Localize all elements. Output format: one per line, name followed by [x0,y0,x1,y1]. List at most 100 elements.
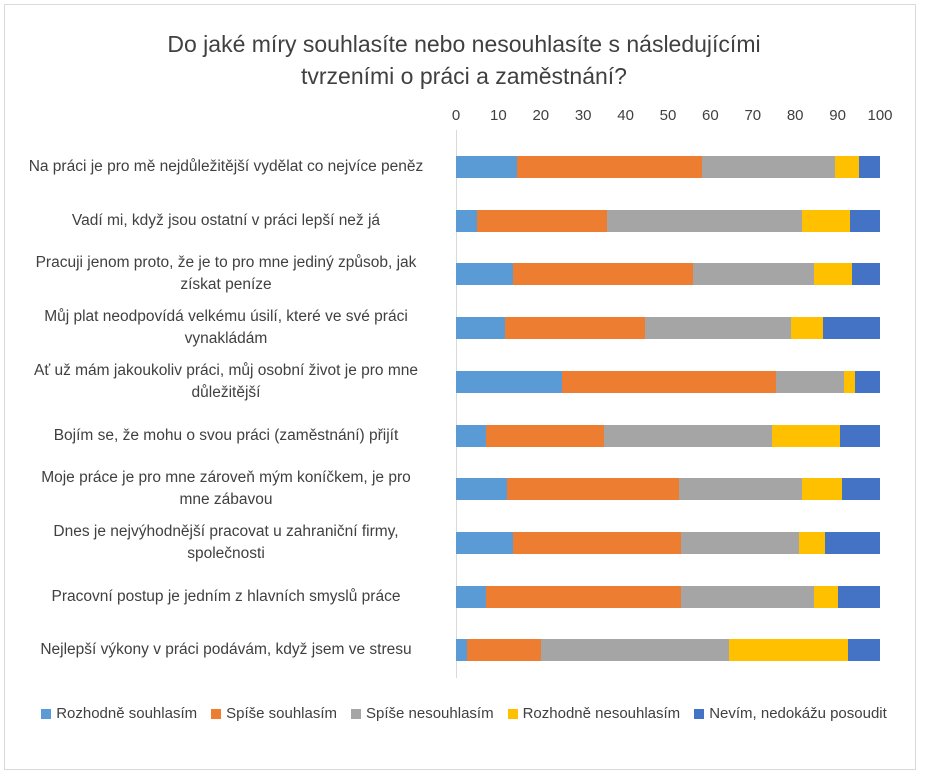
bar-segment [814,263,853,286]
x-tick-label: 90 [829,107,846,124]
category-label: Dnes je nejvýhodnější pracovat u zahrani… [10,519,442,567]
legend-label: Rozhodně nesouhlasím [522,705,681,722]
bar-segment [456,209,478,232]
bar-segment [477,209,607,232]
bar-segment [513,263,694,286]
bar-segment [456,478,507,501]
x-tick-label: 10 [490,107,507,124]
category-label-line: získat peníze [180,276,272,294]
category-label-line: Dnes je nejvýhodnější pracovat u zahrani… [53,522,399,540]
bar-segment [644,317,791,340]
chart-title-line-2: tvrzeními o práci a zaměstnání? [301,63,627,89]
category-label-line: Nejlepší výkony v práci podávám, když js… [40,641,412,659]
bar-segment [680,531,800,554]
category-label-line: Bojím se, že mohu o svou práci (zaměstná… [53,426,399,444]
category-label-line: vynakládám [184,330,268,348]
legend-label: Nevím, nedokážu posoudit [709,705,887,722]
bar-segment [604,424,772,447]
x-tick-label: 100 [867,107,893,124]
bar-segment [729,639,849,662]
category-label: Nejlepší výkony v práci podávám, když js… [10,626,442,674]
bar-segment [456,585,486,608]
bar-segment [854,370,880,393]
bar-segment [852,263,880,286]
chart-title-line-1: Do jaké míry souhlasíte nebo nesouhlasít… [167,31,761,57]
bar-segment [850,209,880,232]
legend-swatch [211,708,222,719]
bar-segment [814,585,838,608]
category-label: Můj plat neodpovídá velkému úsilí, které… [10,304,442,352]
category-label: Ať už mám jakoukoliv práci, můj osobní ž… [10,358,442,406]
legend-swatch [694,708,705,719]
category-label: Na práci je pro mě nejdůležitější vyděla… [10,143,442,191]
bar-segment [693,263,815,286]
category-label-line: důležitější [191,383,261,401]
y-axis-line [456,130,457,678]
legend-label: Rozhodně souhlasím [56,705,198,722]
bar-segment [801,478,842,501]
legend-swatch [41,708,52,719]
bar-segment [848,639,880,662]
legend: Rozhodně souhlasím Spíše souhlasím Spíše n… [0,705,928,722]
x-tick-label: 20 [532,107,550,124]
bar-segment [776,370,844,393]
x-tick-label: 30 [574,107,592,124]
legend-label: Spíše nesouhlasím [366,705,494,722]
bar-segment [799,531,825,554]
category-label: Pracovní postup je jedním z hlavních smy… [10,573,442,621]
bar-segment [456,317,505,340]
category-label: Pracuji jenom proto, že je to pro mne je… [10,250,442,298]
bar-segment [456,639,467,662]
legend-label: Spíše souhlasím [226,705,337,722]
bar-segment [456,156,518,178]
category-label-line: Moje práce je pro mne zároveň mým koníčk… [41,469,411,487]
bar-segment [517,156,702,178]
bar-segment [858,156,880,178]
x-tick-label: 40 [617,107,634,124]
bar-segment [771,424,840,447]
category-label: Moje práce je pro mne zároveň mým koníčk… [10,465,442,513]
bar-segment [456,370,562,393]
bar-segment [680,585,815,608]
legend-swatch [507,708,518,719]
bar-segment [790,317,823,340]
legend-item: Spíše nesouhlasím [351,705,494,722]
bar-segment [466,639,541,662]
bar-segment [513,531,681,554]
category-label-line: Na práci je pro mě nejdůležitější vyděla… [28,158,424,175]
bar-segment [822,317,880,340]
bar-segment [824,531,880,554]
category-label-line: společnosti [187,544,265,562]
category-label: Bojím se, že mohu o svou práci (zaměstná… [10,412,442,460]
legend-item: Rozhodně nesouhlasím [507,705,681,722]
bar-segment [837,585,880,608]
bar-segment [562,370,777,393]
bar-segment [504,317,645,340]
legend-swatch [351,708,361,719]
bar-segment [841,478,880,501]
bar-segment [485,424,605,447]
bar-segment [540,639,730,662]
chart-title: Do jaké míry souhlasíte nebo nesouhlasít… [0,28,928,92]
bar-segment [678,478,802,501]
bar-segment [456,263,514,286]
x-tick-label: 60 [702,107,719,124]
category-label-line: mne zábavou [179,491,273,509]
legend-item: Nevím, nedokážu posoudit [694,705,887,722]
x-tick-label: 0 [451,107,461,124]
bar-segment [835,156,859,178]
x-tick-label: 70 [744,107,762,124]
bar-segment [801,209,851,232]
bar-segment [701,156,836,178]
category-label-line: Ať už mám jakoukoliv práci, můj osobní ž… [34,361,418,379]
bar-segment [485,585,681,608]
x-tick-label: 50 [659,107,677,124]
legend-item: Spíše souhlasím [211,705,337,722]
bar-segment [506,478,679,501]
bar-segment [839,424,880,447]
bar-segment [606,209,802,232]
bar-segment [456,531,514,554]
category-label: Vadí mi, když jsou ostatní v práci lepší… [10,197,442,245]
bar-segment [456,424,486,447]
category-label-line: Můj plat neodpovídá velkému úsilí, které… [44,308,408,326]
